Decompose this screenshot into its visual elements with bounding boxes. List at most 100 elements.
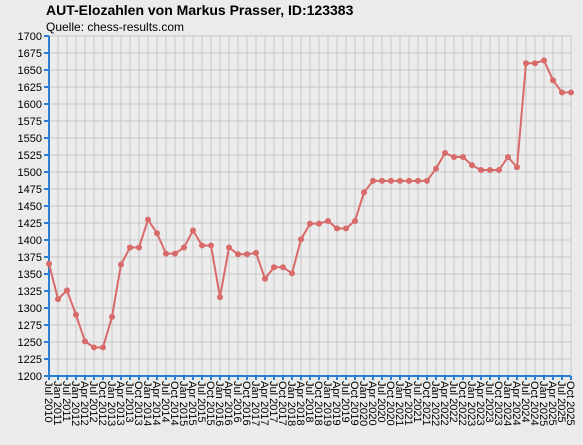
- x-tick-label: Jan 2013: [105, 381, 117, 426]
- x-tick-label: Apr 2023: [474, 381, 486, 426]
- x-tick-label: Oct 2023: [492, 381, 504, 426]
- point: [550, 77, 556, 84]
- point: [199, 242, 205, 249]
- x-tick-label: Oct 2025: [564, 381, 576, 426]
- point: [280, 264, 286, 271]
- x-tick-label: Jul 2019: [339, 381, 351, 423]
- x-tick-label: Jan 2012: [69, 381, 81, 426]
- point: [217, 294, 223, 301]
- point: [379, 177, 385, 184]
- point: [208, 242, 214, 249]
- point: [442, 149, 448, 156]
- y-tick-label: 1525: [18, 150, 42, 162]
- x-tick-label: Jan 2018: [285, 381, 297, 426]
- x-tick-label: Jul 2014: [159, 381, 171, 423]
- x-tick-label: Apr 2025: [546, 381, 558, 426]
- x-tick-label: Oct 2019: [348, 381, 360, 426]
- point: [73, 311, 79, 318]
- x-tick-label: Jul 2011: [60, 381, 72, 422]
- x-tick-label: Apr 2018: [294, 381, 306, 426]
- x-tick-label: Oct 2016: [240, 381, 252, 426]
- x-tick-label: Apr 2021: [402, 381, 414, 426]
- x-tick-label: Jan 2019: [321, 381, 333, 426]
- point: [289, 270, 295, 277]
- point: [109, 313, 115, 320]
- point: [514, 164, 520, 171]
- x-tick-label: Apr 2019: [330, 381, 342, 426]
- point: [181, 244, 187, 251]
- point: [505, 154, 511, 161]
- point: [262, 275, 268, 282]
- point: [334, 225, 340, 232]
- point: [46, 260, 52, 267]
- x-tick-label: Jul 2017: [267, 381, 279, 423]
- x-tick-label: Jan 2015: [177, 381, 189, 426]
- x-tick-label: Jul 2021: [411, 381, 423, 423]
- x-tick-label: Jul 2020: [375, 381, 387, 423]
- x-tick-label: Jan 2014: [141, 381, 153, 426]
- y-tick-label: 1625: [18, 82, 42, 94]
- x-tick-label: Jul 2013: [123, 381, 135, 423]
- y-tick-label: 1450: [18, 201, 42, 213]
- point: [496, 166, 502, 173]
- x-tick-label: Jan 2011: [51, 381, 63, 425]
- x-tick-label: Jul 2025: [555, 381, 567, 423]
- x-tick-label: Jan 2024: [501, 381, 513, 426]
- x-tick-label: Jan 2021: [393, 381, 405, 426]
- y-tick-label: 1650: [18, 65, 42, 77]
- point: [487, 166, 493, 173]
- point: [469, 162, 475, 169]
- x-tick-label: Jan 2025: [537, 381, 549, 426]
- point: [316, 220, 322, 227]
- x-tick-label: Oct 2014: [168, 381, 180, 426]
- chart-subtitle: Quelle: chess-results.com: [46, 20, 184, 34]
- y-tick-label: 1350: [18, 269, 42, 281]
- point: [424, 177, 430, 184]
- x-tick-label: Oct 2017: [276, 381, 288, 426]
- point: [271, 264, 277, 271]
- x-tick-label: Oct 2020: [384, 381, 396, 426]
- x-tick-label: Oct 2013: [132, 381, 144, 426]
- x-tick-label: Jul 2024: [519, 381, 531, 423]
- point: [568, 89, 574, 96]
- x-tick-label: Jan 2020: [357, 381, 369, 426]
- y-tick-label: 1475: [18, 184, 42, 196]
- point: [397, 177, 403, 184]
- point: [118, 261, 124, 268]
- y-tick-label: 1500: [18, 167, 42, 179]
- x-tick-label: Jul 2018: [303, 381, 315, 423]
- x-tick-label: Apr 2013: [114, 381, 126, 426]
- point: [415, 177, 421, 184]
- x-tick-label: Oct 2015: [204, 381, 216, 426]
- x-tick-label: Jul 2010: [42, 381, 54, 423]
- x-tick-label: Jul 2016: [231, 381, 243, 423]
- point: [91, 344, 97, 351]
- point: [235, 251, 241, 258]
- y-tick-label: 1575: [18, 116, 42, 128]
- point: [406, 177, 412, 184]
- y-tick-label: 1550: [18, 133, 42, 145]
- point: [253, 249, 259, 256]
- point: [244, 251, 250, 258]
- y-tick-label: 1300: [18, 303, 42, 315]
- point: [145, 216, 151, 223]
- x-tick-label: Jan 2022: [429, 381, 441, 426]
- x-tick-label: Jul 2015: [195, 381, 207, 423]
- y-tick-label: 1325: [18, 286, 42, 298]
- x-tick-label: Oct 2021: [420, 381, 432, 426]
- x-tick-label: Apr 2020: [366, 381, 378, 426]
- x-tick-label: Apr 2014: [150, 381, 162, 426]
- point: [451, 154, 457, 161]
- point: [154, 230, 160, 237]
- x-tick-label: Jul 2012: [87, 381, 99, 423]
- x-tick-label: Jul 2022: [447, 381, 459, 423]
- x-tick-label: Apr 2017: [258, 381, 270, 426]
- x-tick-label: Apr 2015: [186, 381, 198, 426]
- point: [325, 217, 331, 224]
- point: [361, 189, 367, 196]
- x-tick-label: Jan 2017: [249, 381, 261, 426]
- x-tick-label: Oct 2012: [96, 381, 108, 426]
- point: [307, 220, 313, 227]
- x-tick-label: Jan 2016: [213, 381, 225, 426]
